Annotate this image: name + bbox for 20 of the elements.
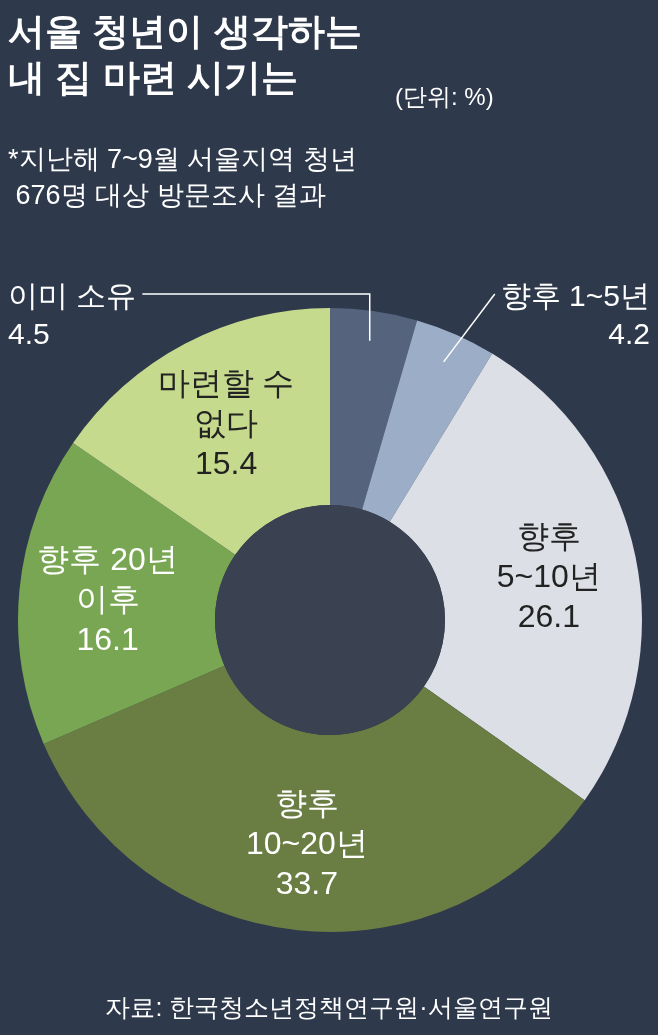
- slice-label: 이미 소유: [8, 279, 137, 312]
- text: 자료: 한국청소년정책연구원·서울연구원: [105, 993, 553, 1021]
- slice-label: 향후 1~5년: [500, 279, 650, 312]
- donut-slice: [330, 308, 418, 510]
- donut-slice: [389, 353, 642, 801]
- text: *지난해 7~9월 서울지역 청년 676명 대상 방문조사 결과: [8, 144, 357, 210]
- slice-label: 향후 10~20년: [245, 785, 368, 862]
- slice-label: 향후 20년 이후: [37, 541, 178, 618]
- data-label: 33.7: [275, 865, 339, 902]
- slice-label: 향후 5~10년: [496, 517, 601, 594]
- slice-label: 마련할 수 없다: [157, 365, 295, 442]
- donut-slice: [43, 665, 585, 932]
- data-label: 4.5: [8, 317, 50, 350]
- donut-slice: [362, 320, 493, 522]
- data-label: 15.4: [194, 445, 258, 482]
- data-label: 16.1: [76, 621, 139, 658]
- chart-title: 서울 청년이 생각하는 내 집 마련 시기는: [8, 11, 362, 98]
- data-label: 26.1: [517, 597, 580, 634]
- data-label: 4.2: [608, 317, 650, 350]
- chart-subtitle: (단위: %): [395, 83, 494, 110]
